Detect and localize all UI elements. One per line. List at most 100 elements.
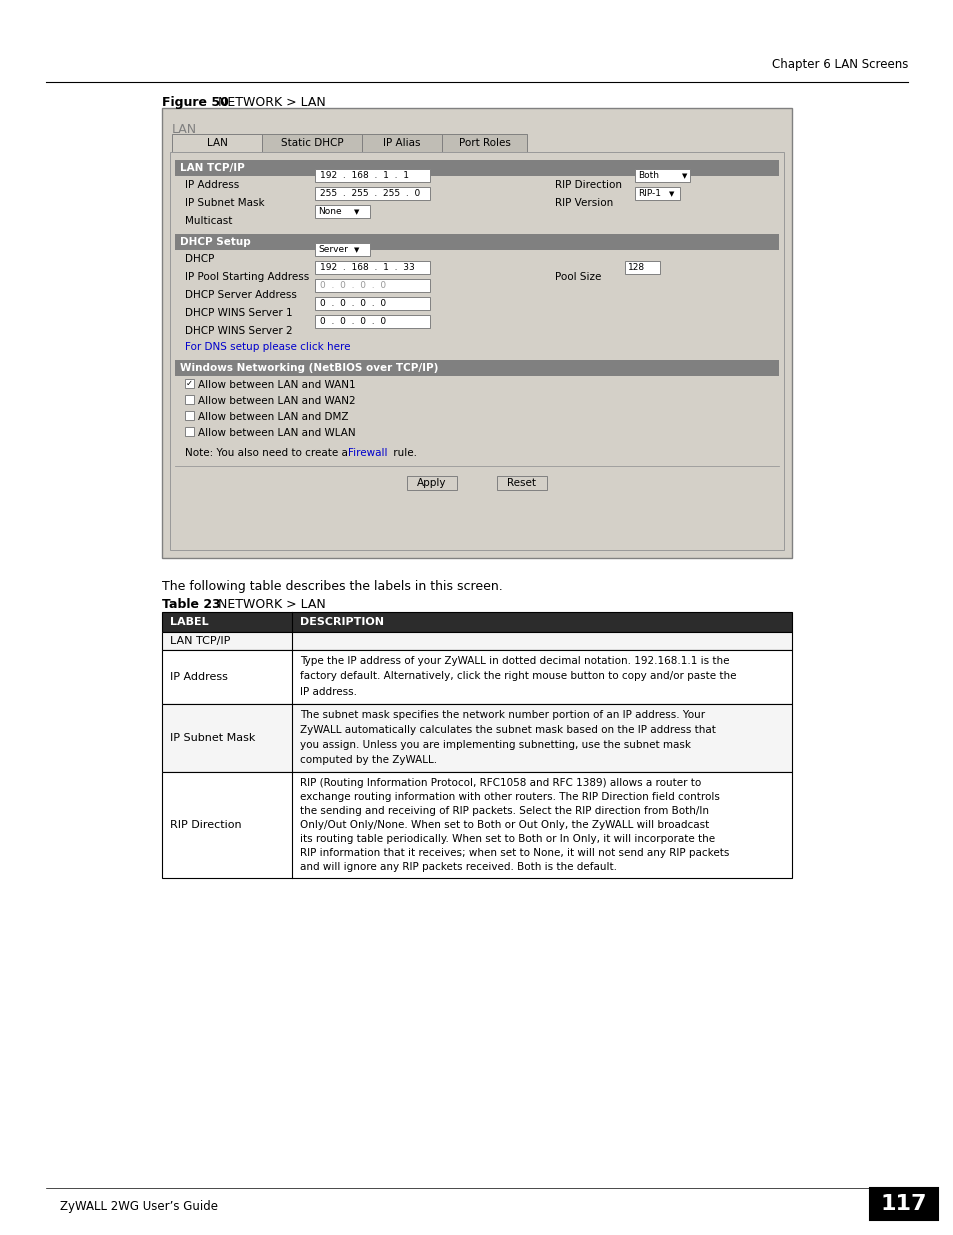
Text: RIP-1: RIP-1 (638, 189, 660, 199)
Bar (441, 135, 526, 152)
Text: LAN TCP/IP: LAN TCP/IP (180, 163, 245, 173)
Bar (162, 632, 791, 650)
Text: its routing table periodically. When set to Both or In Only, it will incorporate: its routing table periodically. When set… (299, 834, 715, 844)
Text: Firewall: Firewall (348, 448, 387, 458)
Text: 0  .  0  .  0  .  0: 0 . 0 . 0 . 0 (319, 317, 386, 326)
Text: DHCP Setup: DHCP Setup (180, 237, 251, 247)
Text: RIP Version: RIP Version (555, 198, 613, 207)
Bar (162, 650, 791, 704)
Bar (624, 261, 659, 274)
Text: Figure 50: Figure 50 (162, 96, 229, 109)
Text: 0  .  0  .  0  .  0: 0 . 0 . 0 . 0 (319, 282, 386, 290)
Text: Allow between LAN and WLAN: Allow between LAN and WLAN (198, 429, 355, 438)
Text: LAN TCP/IP: LAN TCP/IP (170, 636, 230, 646)
Text: RIP information that it receives; when set to None, it will not send any RIP pac: RIP information that it receives; when s… (299, 848, 729, 858)
Text: Allow between LAN and WAN1: Allow between LAN and WAN1 (198, 380, 355, 390)
Text: The following table describes the labels in this screen.: The following table describes the labels… (162, 580, 502, 593)
Text: 192  .  168  .  1  .  1: 192 . 168 . 1 . 1 (319, 172, 409, 180)
Text: IP address.: IP address. (299, 687, 356, 697)
Text: Apply: Apply (416, 478, 446, 488)
Bar (262, 135, 361, 152)
Text: IP Address: IP Address (185, 180, 239, 190)
Bar (314, 261, 430, 274)
Text: Only/Out Only/None. When set to Both or Out Only, the ZyWALL will broadcast: Only/Out Only/None. When set to Both or … (299, 820, 708, 830)
Text: Server: Server (317, 246, 348, 254)
Text: 255  .  255  .  255  .  0: 255 . 255 . 255 . 0 (319, 189, 420, 199)
Text: ▼: ▼ (354, 209, 359, 215)
Text: LAN: LAN (207, 138, 227, 148)
Bar (162, 107, 791, 558)
Bar (635, 169, 689, 182)
Text: ▼: ▼ (354, 247, 359, 253)
Bar (314, 243, 370, 256)
Text: ZyWALL 2WG User’s Guide: ZyWALL 2WG User’s Guide (60, 1200, 218, 1213)
Text: ▼: ▼ (668, 191, 674, 198)
Text: factory default. Alternatively, click the right mouse button to copy and/or past: factory default. Alternatively, click th… (299, 672, 736, 682)
Text: RIP Direction: RIP Direction (555, 180, 621, 190)
Bar (635, 186, 679, 200)
Bar (162, 704, 791, 772)
Text: DHCP Server Address: DHCP Server Address (185, 290, 296, 300)
Bar (162, 632, 791, 650)
Text: RIP (Routing Information Protocol, RFC1058 and RFC 1389) allows a router to: RIP (Routing Information Protocol, RFC10… (299, 778, 700, 788)
Text: Reset: Reset (507, 478, 536, 488)
Bar (314, 169, 430, 182)
Text: Type the IP address of your ZyWALL in dotted decimal notation. 192.168.1.1 is th: Type the IP address of your ZyWALL in do… (299, 656, 729, 666)
Bar (162, 772, 791, 878)
Bar (162, 613, 791, 632)
Bar (174, 233, 779, 249)
Text: Both: Both (638, 172, 659, 180)
Text: 117: 117 (880, 1194, 926, 1214)
Text: IP Address: IP Address (170, 672, 228, 682)
Text: ✓: ✓ (186, 379, 193, 388)
Text: Windows Networking (NetBIOS over TCP/IP): Windows Networking (NetBIOS over TCP/IP) (180, 363, 438, 373)
Text: IP Alias: IP Alias (383, 138, 420, 148)
Text: DHCP: DHCP (185, 254, 214, 264)
Text: you assign. Unless you are implementing subnetting, use the subnet mask: you assign. Unless you are implementing … (299, 740, 690, 750)
Text: DESCRIPTION: DESCRIPTION (299, 618, 384, 627)
Text: Chapter 6 LAN Screens: Chapter 6 LAN Screens (771, 58, 907, 70)
Text: IP Subnet Mask: IP Subnet Mask (185, 198, 264, 207)
Text: Table 23: Table 23 (162, 598, 220, 611)
Text: DHCP WINS Server 1: DHCP WINS Server 1 (185, 308, 293, 317)
Text: ▼: ▼ (681, 173, 687, 179)
Bar (174, 161, 779, 177)
Text: IP Pool Starting Address: IP Pool Starting Address (185, 272, 309, 282)
Bar (314, 296, 430, 310)
Bar (497, 475, 546, 490)
Text: rule.: rule. (390, 448, 416, 458)
Bar (172, 135, 262, 152)
Text: Allow between LAN and WAN2: Allow between LAN and WAN2 (198, 396, 355, 406)
Bar (185, 395, 193, 404)
Bar (162, 704, 791, 772)
Text: exchange routing information with other routers. The RIP Direction field control: exchange routing information with other … (299, 792, 720, 802)
Bar (185, 427, 193, 436)
Bar (314, 315, 430, 329)
Text: LABEL: LABEL (170, 618, 209, 627)
Text: 0  .  0  .  0  .  0: 0 . 0 . 0 . 0 (319, 300, 386, 309)
Text: Port Roles: Port Roles (458, 138, 510, 148)
Text: Pool Size: Pool Size (555, 272, 600, 282)
Bar (185, 411, 193, 420)
Text: the sending and receiving of RIP packets. Select the RIP direction from Both/In: the sending and receiving of RIP packets… (299, 806, 708, 816)
Text: For DNS setup please click here: For DNS setup please click here (185, 342, 350, 352)
Text: Multicast: Multicast (185, 216, 233, 226)
Text: computed by the ZyWALL.: computed by the ZyWALL. (299, 755, 436, 764)
Text: and will ignore any RIP packets received. Both is the default.: and will ignore any RIP packets received… (299, 862, 617, 872)
Text: None: None (317, 207, 341, 216)
Text: NETWORK > LAN: NETWORK > LAN (218, 96, 325, 109)
Bar (407, 475, 456, 490)
Bar (174, 359, 779, 375)
Text: 128: 128 (627, 263, 644, 273)
Bar (314, 205, 370, 219)
Bar (314, 279, 430, 291)
Text: NETWORK > LAN: NETWORK > LAN (218, 598, 325, 611)
Bar (170, 152, 783, 550)
Text: Static DHCP: Static DHCP (280, 138, 343, 148)
Text: RIP Direction: RIP Direction (170, 820, 241, 830)
Text: LAN: LAN (172, 124, 197, 136)
Bar (314, 186, 430, 200)
Text: The subnet mask specifies the network number portion of an IP address. Your: The subnet mask specifies the network nu… (299, 710, 704, 720)
Text: ZyWALL automatically calculates the subnet mask based on the IP address that: ZyWALL automatically calculates the subn… (299, 725, 715, 735)
Text: IP Subnet Mask: IP Subnet Mask (170, 734, 255, 743)
